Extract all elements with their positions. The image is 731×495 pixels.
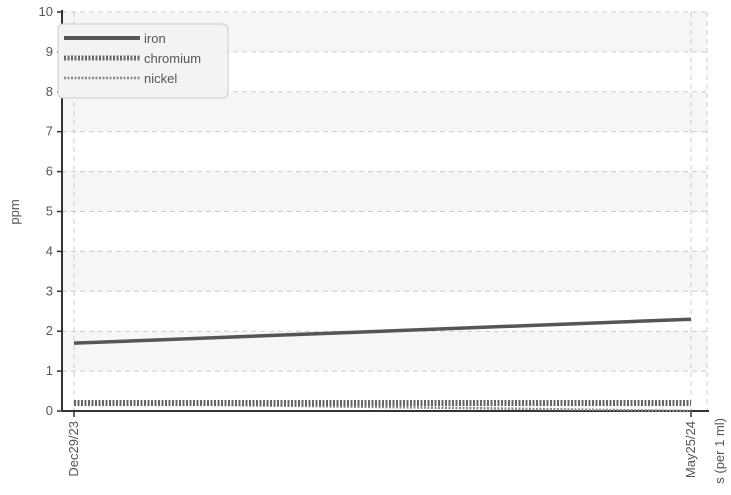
- plot-band: [62, 251, 707, 292]
- y-tick-label: 8: [46, 84, 53, 99]
- legend-label-chromium: chromium: [144, 51, 201, 66]
- plot-band: [62, 171, 707, 212]
- y-tick-label: 5: [46, 204, 53, 219]
- y-tick-label: 7: [46, 124, 53, 139]
- y-tick-labels: 0 1 2 3 4 5 6 7 8 9 10: [39, 4, 53, 418]
- legend[interactable]: iron chromium nickel: [57, 23, 229, 99]
- y-tick-label: 10: [39, 4, 53, 19]
- y-axis-label: ppm: [7, 199, 22, 224]
- secondary-y-axis-label: s (per 1 ml): [712, 418, 727, 484]
- series-line-iron: [73, 317, 692, 345]
- legend-box: [57, 23, 229, 99]
- y-tick-label: 1: [46, 363, 53, 378]
- y-tick-label: 2: [46, 323, 53, 338]
- x-tick-label: Dec29/23: [66, 421, 81, 477]
- y-tick-label: 3: [46, 283, 53, 298]
- plot-band: [62, 211, 707, 252]
- x-tick-label: May25/24: [683, 421, 698, 478]
- plot-band: [62, 331, 707, 372]
- x-tick-labels: Dec29/23 May25/24: [66, 421, 698, 478]
- plot-band: [62, 291, 707, 332]
- y-tick-label: 4: [46, 243, 53, 258]
- y-tick-label: 6: [46, 164, 53, 179]
- series-lines: [73, 317, 692, 413]
- plot-band: [62, 131, 707, 172]
- legend-label-iron: iron: [144, 31, 166, 46]
- y-tick-label: 9: [46, 44, 53, 59]
- y-tick-label: 0: [46, 403, 53, 418]
- legend-label-nickel: nickel: [144, 71, 177, 86]
